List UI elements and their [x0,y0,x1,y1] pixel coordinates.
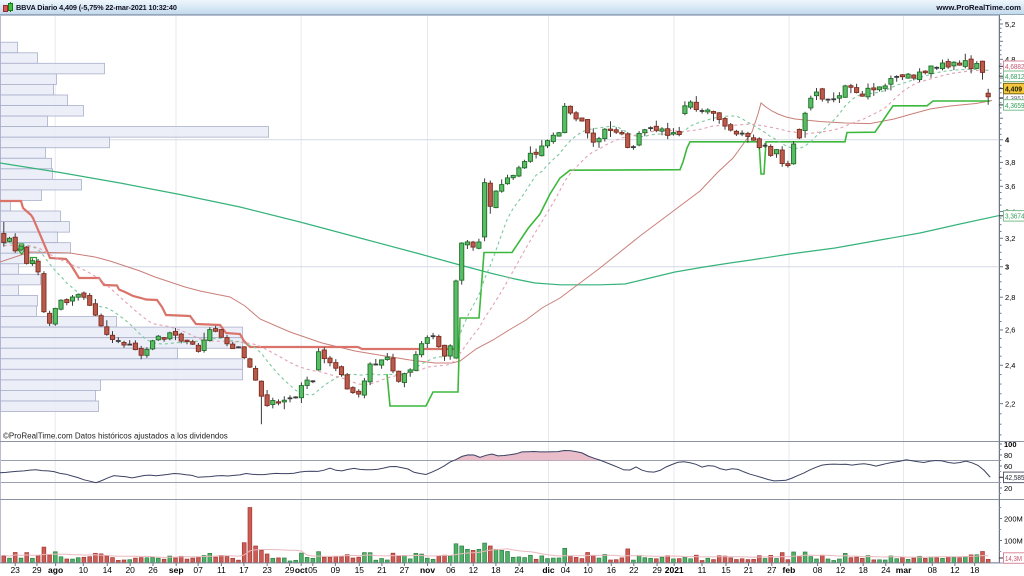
svg-text:3,8: 3,8 [1005,158,1015,167]
svg-text:11: 11 [217,565,226,575]
svg-text:3,3674: 3,3674 [1005,212,1024,221]
svg-text:14,3M: 14,3M [1005,554,1022,563]
svg-text:29: 29 [32,565,42,575]
svg-text:4,6882: 4,6882 [1005,62,1024,71]
svg-text:08: 08 [928,565,938,575]
svg-text:18: 18 [970,565,980,575]
svg-text:2,2: 2,2 [1005,400,1015,409]
svg-text:20: 20 [125,565,135,575]
svg-text:27: 27 [400,565,410,575]
svg-text:12: 12 [836,565,846,575]
svg-text:24: 24 [881,565,891,575]
svg-text:ago: ago [48,565,63,575]
svg-text:23: 23 [10,565,20,575]
svg-text:sep: sep [169,565,184,575]
svg-text:dic: dic [542,565,555,575]
svg-text:100M: 100M [1004,536,1023,545]
svg-text:21: 21 [377,565,387,575]
svg-text:20: 20 [1004,484,1012,493]
svg-text:www.ProRealTime.com: www.ProRealTime.com [935,3,1021,12]
svg-text:12: 12 [469,565,479,575]
svg-text:29: 29 [285,565,295,575]
svg-text:27: 27 [767,565,777,575]
svg-text:3,2: 3,2 [1005,234,1015,243]
svg-text:4,409: 4,409 [1005,85,1022,94]
svg-text:60: 60 [1004,462,1012,471]
svg-text:07: 07 [193,565,203,575]
svg-text:2021: 2021 [665,565,684,575]
svg-text:05: 05 [308,565,318,575]
svg-text:16: 16 [607,565,617,575]
svg-text:©ProRealTime.com Datos histór: ©ProRealTime.com Datos históricos ajusta… [3,432,228,441]
svg-text:4,8: 4,8 [1005,55,1015,64]
svg-text:nov: nov [420,565,435,575]
svg-text:18: 18 [491,565,501,575]
svg-text:15: 15 [355,565,365,575]
svg-text:5,2: 5,2 [1005,20,1015,29]
svg-text:24: 24 [514,565,524,575]
svg-text:2,6: 2,6 [1005,326,1015,335]
svg-text:21: 21 [744,565,754,575]
svg-text:23: 23 [262,565,272,575]
svg-text:3: 3 [1005,263,1009,272]
svg-text:09: 09 [331,565,341,575]
svg-text:26: 26 [148,565,158,575]
svg-text:4,6812: 4,6812 [1005,72,1024,81]
svg-text:04: 04 [561,565,571,575]
svg-text:mar: mar [896,565,912,575]
svg-text:100: 100 [1004,440,1017,449]
svg-text:15: 15 [721,565,731,575]
svg-text:oct: oct [295,565,308,575]
svg-text:42,585: 42,585 [1005,473,1024,482]
svg-text:08: 08 [813,565,823,575]
svg-text:10: 10 [583,565,593,575]
svg-text:18: 18 [858,565,868,575]
svg-text:10: 10 [79,565,89,575]
svg-text:80: 80 [1004,451,1012,460]
svg-text:3,6: 3,6 [1005,182,1015,191]
svg-text:11: 11 [698,565,707,575]
svg-text:06: 06 [446,565,456,575]
svg-text:4,3951: 4,3951 [1005,94,1024,103]
svg-text:29: 29 [652,565,662,575]
svg-text:2,4: 2,4 [1005,361,1015,370]
svg-text:17: 17 [239,565,249,575]
svg-text:4,3659: 4,3659 [1005,101,1024,110]
svg-text:200M: 200M [1004,514,1023,523]
svg-text:4: 4 [1005,136,1010,145]
svg-text:12: 12 [950,565,960,575]
svg-text:14: 14 [103,565,113,575]
svg-text:2,8: 2,8 [1005,293,1015,302]
svg-text:feb: feb [783,565,796,575]
svg-text:22: 22 [629,565,639,575]
svg-text:BBVA Diario 4,409 (-5,75% 22-m: BBVA Diario 4,409 (-5,75% 22-mar-2021 10… [16,3,177,12]
